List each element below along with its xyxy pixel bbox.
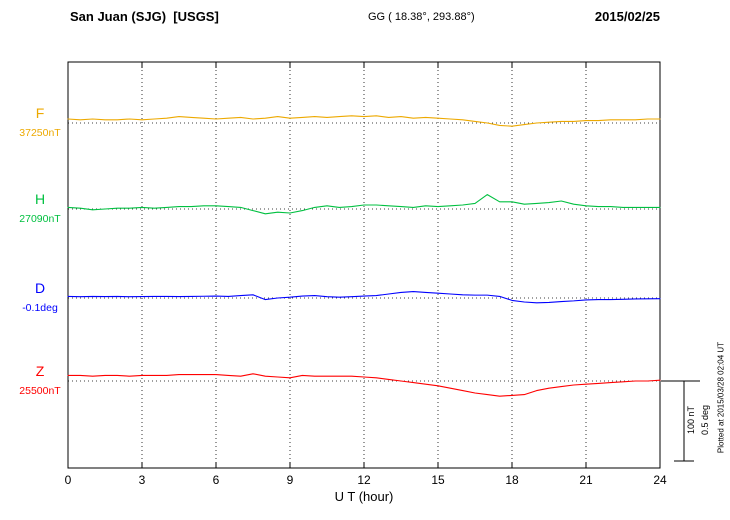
plot-date: 2015/02/25 (594, 9, 660, 24)
channel-label-F: F (36, 105, 45, 121)
station-title: San Juan (SJG) [USGS] (70, 9, 219, 24)
channel-label-H: H (35, 191, 45, 207)
x-tick-label: 0 (65, 473, 72, 487)
x-tick-label: 9 (287, 473, 294, 487)
x-tick-label: 15 (431, 473, 445, 487)
x-tick-label: 6 (213, 473, 220, 487)
x-tick-label: 3 (139, 473, 146, 487)
x-tick-label: 21 (579, 473, 593, 487)
x-axis-label: U T (hour) (334, 489, 394, 504)
trace-D (67, 291, 661, 304)
plotted-at-note: Plotted at 2015/03/28 02:04 UT (716, 341, 726, 454)
x-tick-label: 12 (357, 473, 371, 487)
scale-bar-label-nt: 100 nT (686, 405, 696, 435)
scale-bar-label-deg: 0.5 deg (700, 404, 710, 436)
geographic-coordinates: GG ( 18.38°, 293.88°) (368, 11, 475, 23)
trace-F (67, 115, 661, 127)
channel-label-Z: Z (36, 363, 45, 379)
channel-label-D: D (35, 280, 45, 296)
channel-value-Z: 25500nT (19, 385, 61, 397)
channel-value-H: 27090nT (19, 213, 61, 225)
x-tick-label: 18 (505, 473, 519, 487)
trace-Z (67, 373, 661, 397)
channel-value-D: -0.1deg (22, 302, 58, 314)
plot-frame (67, 61, 661, 469)
trace-H (67, 194, 661, 215)
channel-value-F: 37250nT (19, 127, 61, 139)
x-tick-label: 24 (653, 473, 667, 487)
